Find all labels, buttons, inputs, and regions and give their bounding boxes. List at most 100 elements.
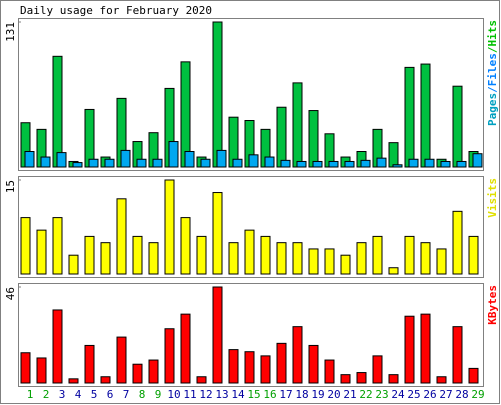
bar <box>52 217 63 275</box>
bar <box>228 242 239 275</box>
bar <box>228 349 239 384</box>
bar <box>36 229 47 275</box>
bar <box>196 235 207 275</box>
x-tick-label: 9 <box>155 388 162 401</box>
x-tick-label: 28 <box>455 388 468 401</box>
x-tick-label: 11 <box>183 388 196 401</box>
y-tick-label: 131 <box>4 22 17 42</box>
bar <box>392 164 403 168</box>
bar <box>324 248 335 275</box>
bar <box>440 160 451 168</box>
bar <box>276 242 287 275</box>
y-axis-label: Pages/Files/Hits <box>486 20 499 126</box>
y-axis-label: KBytes <box>486 285 499 325</box>
x-tick-label: 13 <box>215 388 228 401</box>
y-axis-label-part: Visits <box>486 178 499 218</box>
x-tick-label: 12 <box>199 388 212 401</box>
bar <box>456 160 467 168</box>
bar <box>408 158 419 168</box>
bar <box>152 158 163 168</box>
bar <box>324 359 335 384</box>
bar <box>356 242 367 275</box>
bar <box>200 158 211 168</box>
bar <box>72 162 83 168</box>
bar <box>248 154 259 168</box>
bar <box>132 235 143 275</box>
y-tick-label: 46 <box>4 287 17 300</box>
bar <box>40 156 51 168</box>
bar <box>388 267 399 275</box>
bar <box>260 355 271 384</box>
bar <box>264 156 275 168</box>
bar <box>360 159 371 168</box>
y-axis-label-part: KBytes <box>486 285 499 325</box>
y-axis-label-part: Files <box>486 53 499 86</box>
x-tick-label: 3 <box>59 388 66 401</box>
bar <box>168 141 179 168</box>
bar <box>376 157 387 168</box>
y-axis-label-part: / <box>486 86 499 93</box>
x-tick-label: 19 <box>311 388 324 401</box>
bar <box>36 357 47 384</box>
bar <box>340 374 351 384</box>
bar <box>468 367 479 384</box>
bar <box>424 158 435 168</box>
x-tick-label: 16 <box>263 388 276 401</box>
bar <box>88 158 99 168</box>
bar <box>244 351 255 384</box>
x-tick-label: 8 <box>139 388 146 401</box>
bar <box>260 235 271 275</box>
bar <box>292 326 303 384</box>
panel <box>18 176 484 278</box>
bar <box>68 378 79 384</box>
bar <box>280 159 291 168</box>
bar <box>468 235 479 275</box>
bar <box>84 344 95 384</box>
bar <box>452 326 463 384</box>
x-tick-label: 29 <box>471 388 484 401</box>
x-tick-label: 17 <box>279 388 292 401</box>
bar <box>180 313 191 384</box>
bar <box>68 254 79 275</box>
bar <box>52 309 63 384</box>
bar <box>184 151 195 168</box>
bar <box>120 149 131 168</box>
y-axis-label-part: Hits <box>486 20 499 47</box>
bar <box>436 376 447 384</box>
bar <box>356 372 367 384</box>
bar <box>232 158 243 168</box>
bar <box>420 313 431 384</box>
bar <box>296 160 307 168</box>
bar <box>308 344 319 384</box>
bar <box>340 254 351 275</box>
bar <box>328 160 339 168</box>
bar <box>372 355 383 384</box>
bar <box>244 229 255 275</box>
x-tick-label: 6 <box>107 388 114 401</box>
x-tick-label: 22 <box>359 388 372 401</box>
bar <box>116 198 127 275</box>
bar <box>292 82 303 168</box>
bar <box>308 110 319 168</box>
bar <box>276 342 287 384</box>
y-axis-label: Visits <box>486 178 499 218</box>
bar <box>212 192 223 275</box>
y-tick-label: 15 <box>4 180 17 193</box>
x-tick-label: 5 <box>91 388 98 401</box>
x-tick-label: 27 <box>439 388 452 401</box>
bar <box>164 179 175 275</box>
x-tick-label: 18 <box>295 388 308 401</box>
bar <box>132 363 143 384</box>
bar <box>276 106 287 168</box>
x-tick-label: 21 <box>343 388 356 401</box>
bar <box>164 328 175 384</box>
x-tick-label: 15 <box>247 388 260 401</box>
bar <box>372 235 383 275</box>
bar <box>20 217 31 275</box>
bar <box>84 108 95 168</box>
bar <box>136 158 147 168</box>
bar <box>404 315 415 384</box>
y-axis-label-part: Pages <box>486 93 499 126</box>
